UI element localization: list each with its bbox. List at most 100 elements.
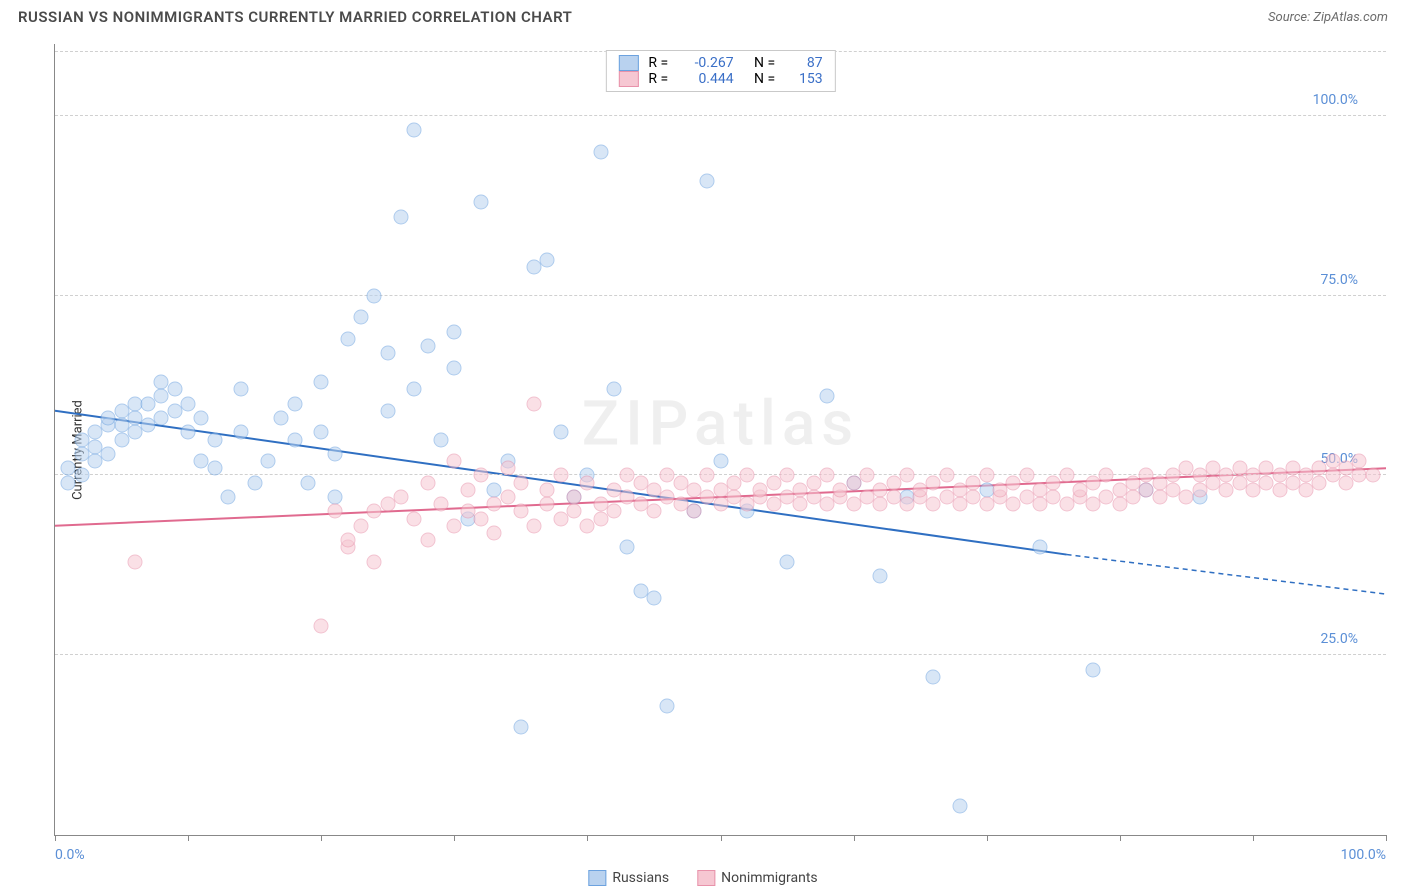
data-point: [207, 461, 222, 476]
data-point: [394, 209, 409, 224]
data-point: [527, 396, 542, 411]
data-point: [181, 425, 196, 440]
legend-swatch: [697, 870, 715, 886]
data-point: [553, 468, 568, 483]
data-point: [859, 468, 874, 483]
data-point: [447, 454, 462, 469]
data-point: [340, 533, 355, 548]
legend-stat-row: R = 0.444 N = 153: [618, 71, 822, 87]
data-point: [260, 454, 275, 469]
x-tick: [55, 835, 56, 841]
data-point: [660, 698, 675, 713]
data-point: [407, 123, 422, 138]
page-title: RUSSIAN VS NONIMMIGRANTS CURRENTLY MARRI…: [18, 8, 572, 26]
data-point: [340, 331, 355, 346]
data-point: [487, 525, 502, 540]
data-point: [327, 490, 342, 505]
x-min-label: 0.0%: [55, 847, 85, 863]
data-point: [420, 475, 435, 490]
data-point: [500, 490, 515, 505]
x-tick: [1120, 835, 1121, 841]
data-point: [646, 504, 661, 519]
data-point: [287, 432, 302, 447]
gridline: [55, 654, 1386, 655]
data-point: [1365, 468, 1380, 483]
data-point: [1059, 468, 1074, 483]
x-tick: [587, 835, 588, 841]
x-tick: [721, 835, 722, 841]
data-point: [181, 396, 196, 411]
legend-r-value: -0.267: [682, 55, 734, 71]
legend-item: Nonimmigrants: [697, 870, 818, 886]
trend-lines: [55, 44, 1386, 835]
data-point: [500, 461, 515, 476]
legend-n-label: N =: [744, 71, 779, 87]
data-point: [287, 396, 302, 411]
data-point: [433, 497, 448, 512]
data-point: [540, 252, 555, 267]
y-tick-label: 25.0%: [1320, 631, 1358, 647]
data-point: [700, 173, 715, 188]
legend-series: RussiansNonimmigrants: [588, 870, 817, 886]
data-point: [460, 482, 475, 497]
data-point: [513, 720, 528, 735]
watermark: ZIPatlas: [582, 387, 859, 460]
data-point: [327, 504, 342, 519]
data-point: [367, 288, 382, 303]
data-point: [327, 446, 342, 461]
legend-r-label: R =: [648, 71, 671, 87]
data-point: [620, 540, 635, 555]
data-point: [580, 475, 595, 490]
data-point: [646, 590, 661, 605]
data-point: [513, 475, 528, 490]
data-point: [221, 490, 236, 505]
data-point: [819, 389, 834, 404]
data-point: [433, 432, 448, 447]
data-point: [939, 468, 954, 483]
data-point: [167, 382, 182, 397]
legend-label: Nonimmigrants: [721, 870, 818, 886]
data-point: [207, 432, 222, 447]
data-point: [873, 569, 888, 584]
gridline: [55, 295, 1386, 296]
data-point: [473, 468, 488, 483]
data-point: [953, 799, 968, 814]
x-tick: [854, 835, 855, 841]
correlation-chart: Currently Married ZIPatlas R = -0.267 N …: [18, 44, 1388, 856]
data-point: [354, 518, 369, 533]
data-point: [407, 382, 422, 397]
data-point: [607, 382, 622, 397]
data-point: [194, 410, 209, 425]
data-point: [700, 468, 715, 483]
plot-area: ZIPatlas R = -0.267 N = 87R = 0.444 N = …: [54, 44, 1386, 836]
data-point: [314, 425, 329, 440]
data-point: [740, 468, 755, 483]
legend-r-label: R =: [648, 55, 671, 71]
data-point: [380, 346, 395, 361]
x-tick: [1253, 835, 1254, 841]
data-point: [1099, 468, 1114, 483]
x-max-label: 100.0%: [1341, 847, 1386, 863]
data-point: [540, 482, 555, 497]
source-attribution: Source: ZipAtlas.com: [1268, 10, 1388, 25]
data-point: [394, 490, 409, 505]
legend-swatch: [618, 55, 638, 71]
data-point: [780, 554, 795, 569]
data-point: [553, 425, 568, 440]
y-tick-label: 75.0%: [1320, 272, 1358, 288]
data-point: [1019, 468, 1034, 483]
x-tick: [987, 835, 988, 841]
data-point: [473, 511, 488, 526]
legend-stats: R = -0.267 N = 87R = 0.444 N = 153: [605, 50, 835, 92]
y-tick-label: 100.0%: [1313, 92, 1358, 108]
data-point: [234, 425, 249, 440]
data-point: [314, 374, 329, 389]
data-point: [1352, 454, 1367, 469]
data-point: [593, 144, 608, 159]
data-point: [513, 504, 528, 519]
data-point: [247, 475, 262, 490]
legend-stat-row: R = -0.267 N = 87: [618, 55, 822, 71]
data-point: [447, 360, 462, 375]
legend-swatch: [588, 870, 606, 886]
legend-n-label: N =: [744, 55, 779, 71]
